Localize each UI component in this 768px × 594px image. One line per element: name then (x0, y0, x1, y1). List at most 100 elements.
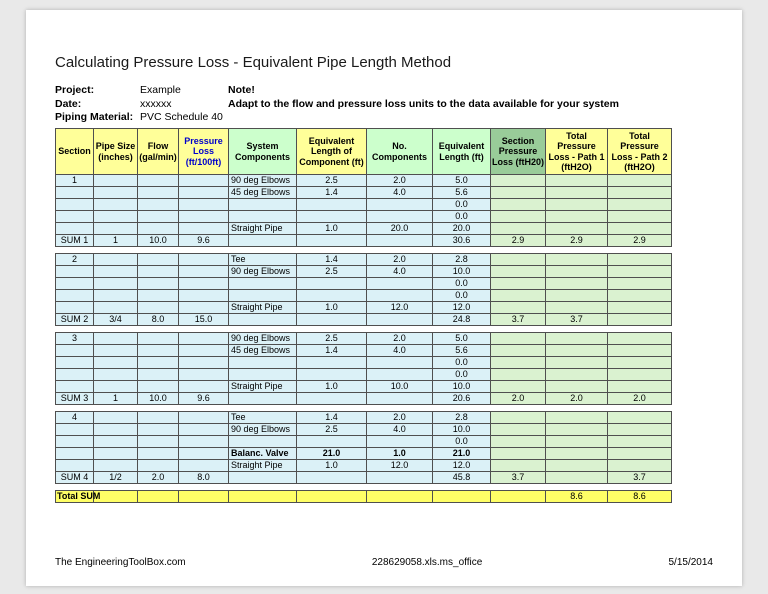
cell (545, 186, 608, 199)
document-page: Calculating Pressure Loss - Equivalent P… (26, 10, 742, 586)
cell: 2.9 (607, 234, 672, 247)
cell (490, 198, 546, 211)
cell (93, 344, 138, 357)
cell (178, 277, 229, 290)
sum-row: SUM 2 3/4 8.0 15.0 24.8 3.7 3.7 (55, 313, 672, 326)
cell (296, 392, 367, 405)
cell: 2.0 (545, 392, 608, 405)
cell (366, 234, 433, 247)
cell (545, 198, 608, 211)
cell: 90 deg Elbows (228, 332, 297, 345)
cell (366, 289, 433, 302)
data-row: 2 Tee 1.4 2.0 2.8 (55, 253, 672, 266)
cell: 3.7 (490, 313, 546, 326)
cell (296, 234, 367, 247)
cell: Tee (228, 411, 297, 424)
spacer-row (55, 483, 672, 491)
cell (55, 277, 94, 290)
cell: 8.6 (607, 490, 672, 503)
cell (228, 356, 297, 369)
cell (93, 222, 138, 235)
column-header: Equivalent Length of Component (ft) (296, 128, 367, 175)
cell: 0.0 (432, 356, 491, 369)
cell: 2.8 (432, 253, 491, 266)
page-footer: The EngineeringToolBox.com 228629058.xls… (55, 557, 713, 568)
data-row: Straight Pipe 1.0 12.0 12.0 (55, 459, 672, 472)
cell (490, 301, 546, 314)
cell: 2.9 (545, 234, 608, 247)
cell (137, 332, 179, 345)
cell: 45 deg Elbows (228, 344, 297, 357)
cell: 2.0 (366, 411, 433, 424)
cell: 3.7 (545, 313, 608, 326)
piping-material-label: Piping Material: (55, 111, 134, 123)
cell (607, 435, 672, 448)
cell (545, 265, 608, 278)
cell: 21.0 (296, 447, 367, 460)
cell (607, 332, 672, 345)
cell (137, 490, 179, 503)
cell (545, 210, 608, 223)
cell (366, 471, 433, 484)
cell (490, 459, 546, 472)
data-row: 0.0 (55, 277, 672, 290)
footer-left: The EngineeringToolBox.com (55, 557, 186, 568)
cell: 0.0 (432, 210, 491, 223)
cell (93, 253, 138, 266)
cell: 1.4 (296, 344, 367, 357)
spacer-cell (55, 246, 672, 254)
data-row: 90 deg Elbows 2.5 4.0 10.0 (55, 265, 672, 278)
cell: 9.6 (178, 392, 229, 405)
cell (137, 186, 179, 199)
cell (607, 174, 672, 187)
cell (178, 222, 229, 235)
table-body: 1 90 deg Elbows 2.5 2.0 5.0 45 deg Elbows 1.4 4… (55, 174, 672, 503)
cell (137, 356, 179, 369)
cell (137, 435, 179, 448)
cell (607, 423, 672, 436)
cell (607, 447, 672, 460)
cell (545, 435, 608, 448)
header-row: Section Pipe Size (inches) Flow (gal/min) P… (55, 128, 672, 175)
note-text: Adapt to the flow and pressure loss unit… (228, 97, 619, 110)
cell (607, 253, 672, 266)
data-row: Straight Pipe 1.0 12.0 12.0 (55, 301, 672, 314)
cell: 3.7 (607, 471, 672, 484)
cell: 2 (55, 253, 94, 266)
cell: 1 (93, 234, 138, 247)
cell: 0.0 (432, 198, 491, 211)
cell (178, 198, 229, 211)
cell (55, 198, 94, 211)
cell: 5.0 (432, 332, 491, 345)
cell (93, 265, 138, 278)
cell (228, 289, 297, 302)
cell: 0.0 (432, 435, 491, 448)
cell (366, 392, 433, 405)
cell: 3/4 (93, 313, 138, 326)
cell (178, 356, 229, 369)
cell (545, 447, 608, 460)
cell: 10.0 (137, 234, 179, 247)
cell (178, 447, 229, 460)
cell (607, 368, 672, 381)
cell: 9.6 (178, 234, 229, 247)
cell (228, 277, 297, 290)
cell: 15.0 (178, 313, 229, 326)
column-header: Total Pressure Loss - Path 2 (ftH2O) (607, 128, 672, 175)
cell (545, 301, 608, 314)
project-label: Project: (55, 84, 95, 96)
cell: Straight Pipe (228, 459, 297, 472)
cell: 90 deg Elbows (228, 423, 297, 436)
cell (490, 447, 546, 460)
cell (93, 210, 138, 223)
cell (55, 301, 94, 314)
cell (178, 332, 229, 345)
cell: 2.0 (366, 174, 433, 187)
cell (545, 332, 608, 345)
cell (545, 411, 608, 424)
cell (137, 222, 179, 235)
cell (55, 222, 94, 235)
cell (607, 289, 672, 302)
cell: 2.0 (137, 471, 179, 484)
cell (490, 435, 546, 448)
